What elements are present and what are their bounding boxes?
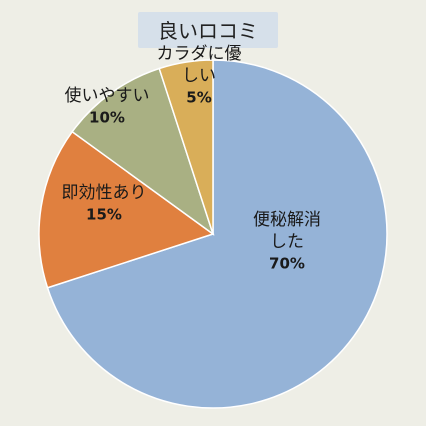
slice-value-label: 10% [89, 109, 125, 127]
slice-category-label: 使いやすい [65, 85, 150, 106]
slice-category-label: した [270, 232, 304, 252]
pie-slice [71, 67, 215, 236]
chart-title: 良いロコミ [158, 19, 258, 43]
pie-slice [38, 130, 215, 289]
pie-slice [158, 59, 214, 235]
slice-category-label: 便秘解消 [253, 210, 321, 230]
pie-slices [38, 59, 388, 409]
slice-category-label: しい [182, 66, 216, 86]
slice-category-label: カラダに優 [157, 44, 242, 64]
slice-value-label: 70% [269, 255, 305, 273]
slice-value-label: 15% [86, 206, 122, 224]
chart-title-background [138, 12, 278, 48]
pie-slice [46, 59, 388, 409]
slice-category-label: 即効性あり [62, 183, 147, 203]
slice-value-label: 5% [186, 89, 211, 107]
